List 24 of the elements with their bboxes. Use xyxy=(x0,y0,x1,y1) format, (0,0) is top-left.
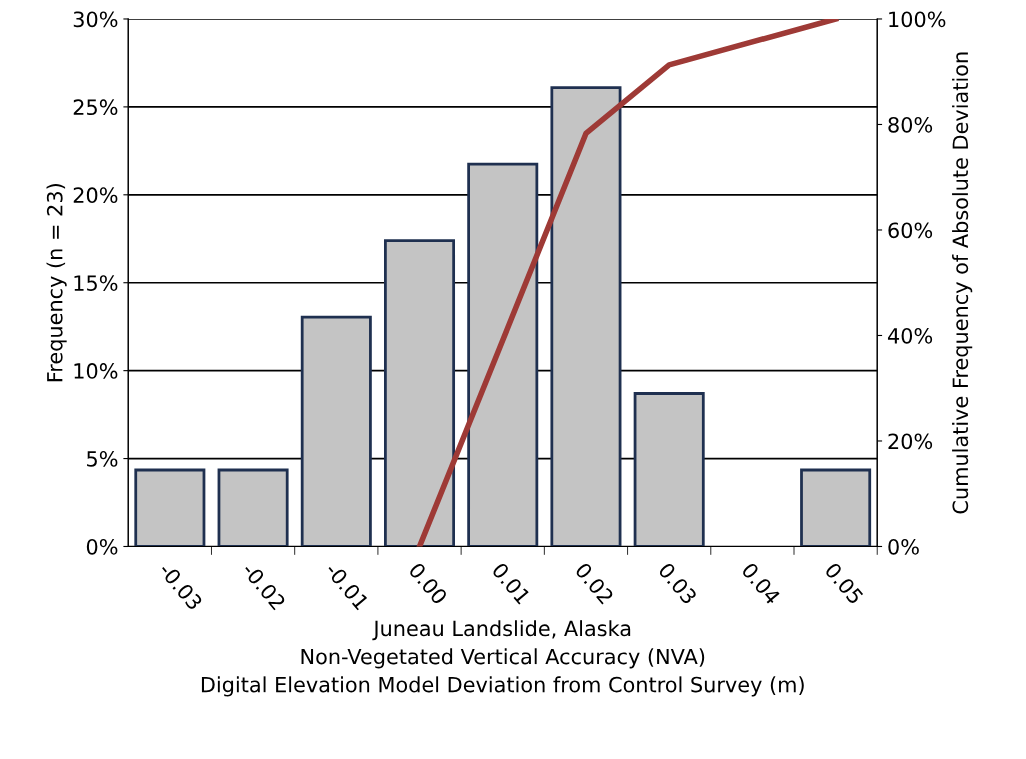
y-tick-label: 5% xyxy=(87,451,118,467)
y2-tick-label: 60% xyxy=(888,222,933,239)
y-tick-label: 0% xyxy=(86,538,118,555)
bar xyxy=(550,86,622,547)
y-axis-title: Frequency (n = 23) xyxy=(46,184,67,382)
y-tick-label: 10% xyxy=(74,363,118,379)
y2-tick-label: 40% xyxy=(887,327,933,344)
bar xyxy=(134,468,206,547)
bar xyxy=(800,468,872,547)
bar xyxy=(633,392,705,547)
y2-tick-label: 80% xyxy=(888,116,933,133)
x-axis-title: Juneau Landslide, Alaska Non-Vegetated Vertical Accuracy (NVA) Digital Elevation Model Deviation from Control Survey (m) xyxy=(201,620,804,697)
bar xyxy=(300,315,372,547)
y-tick-label: 30% xyxy=(73,11,118,28)
y2-tick-label: 0% xyxy=(888,538,919,555)
bar xyxy=(467,162,539,547)
y2-tick-label: 100% xyxy=(889,11,946,28)
y-tick-label: 20% xyxy=(73,187,118,204)
bar xyxy=(217,468,289,547)
bar xyxy=(384,239,456,547)
y-tick-label: 25% xyxy=(73,99,118,116)
y2-tick-label: 20% xyxy=(888,433,933,450)
y-tick-label: 15% xyxy=(74,275,118,291)
y2-axis-title: Cumulative Frequency of Absolute Deviation xyxy=(952,52,973,514)
